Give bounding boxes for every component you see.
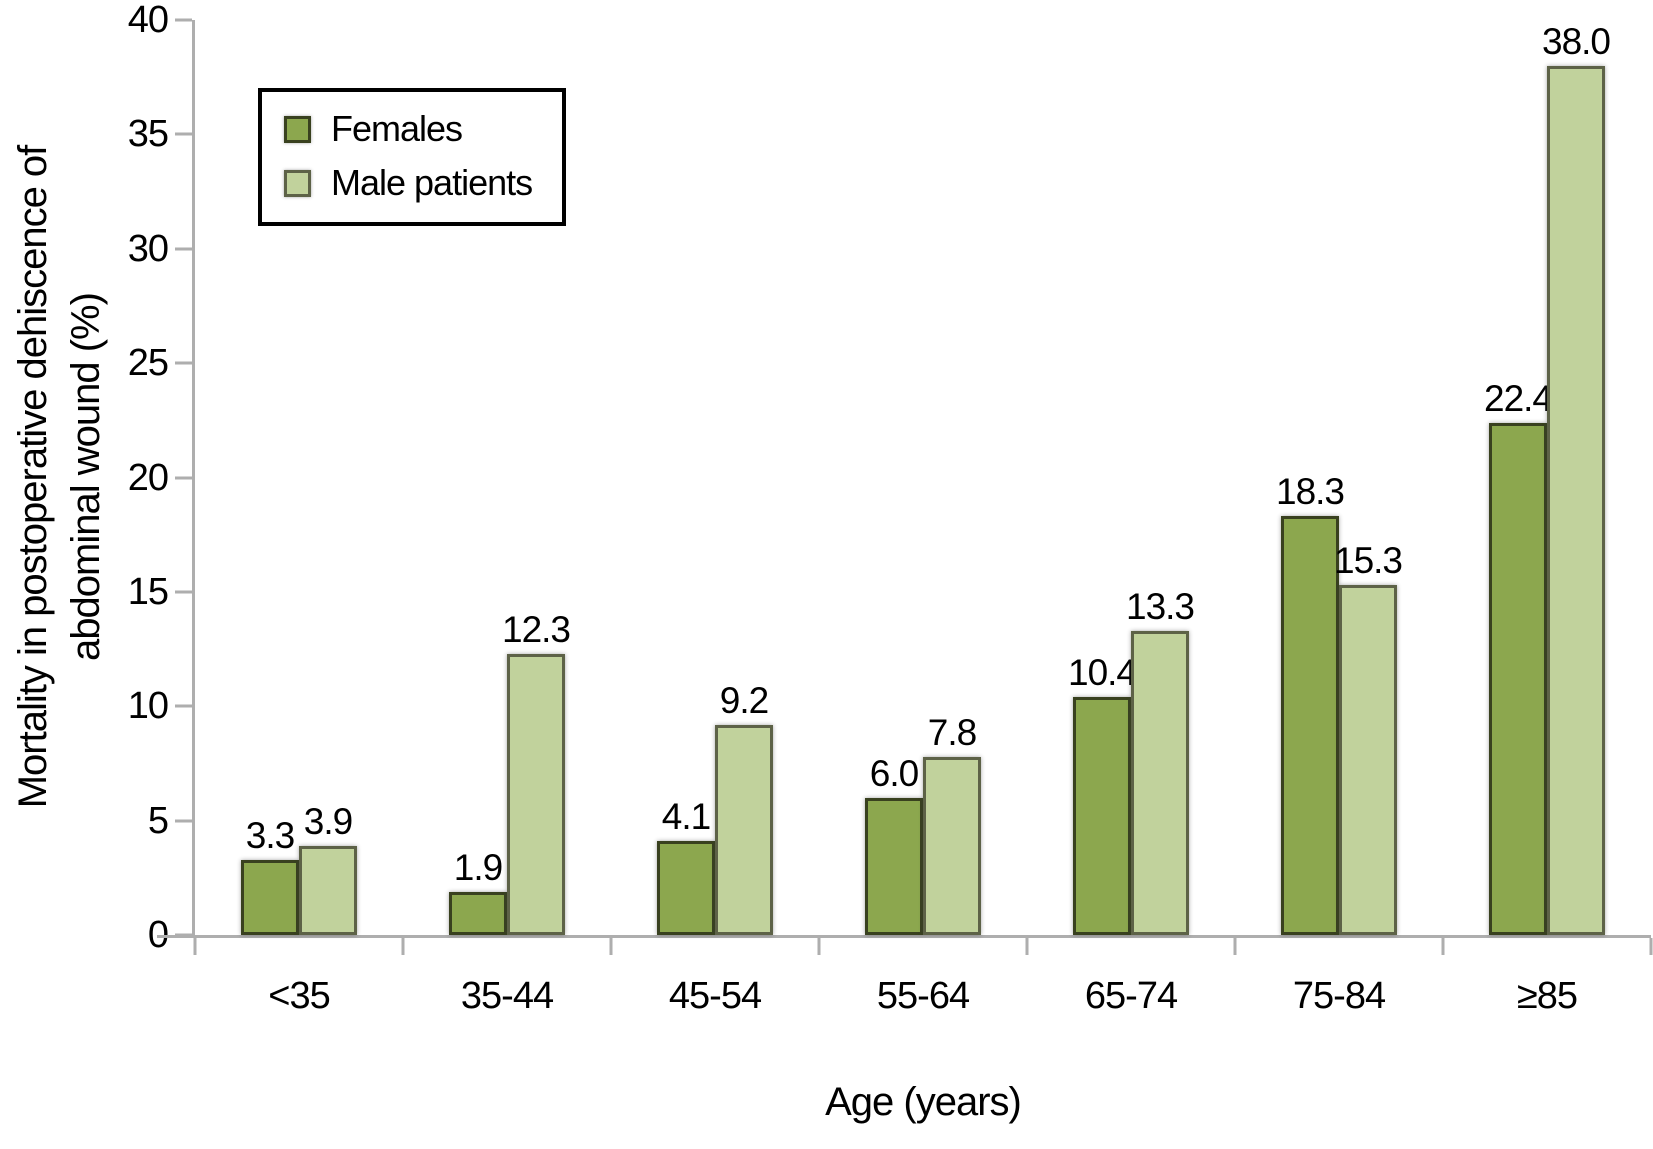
- bar-females: 18.3: [1276, 473, 1345, 935]
- y-tick-label: 35: [127, 113, 169, 156]
- legend-swatch-females: [284, 115, 311, 143]
- bar-value-label: 3.3: [245, 814, 295, 856]
- x-tick: [1649, 938, 1653, 955]
- bar-females: 1.9: [449, 849, 507, 935]
- x-tick-label: 75-84: [1292, 975, 1386, 1017]
- x-axis-title: Age (years): [825, 1080, 1022, 1124]
- bar-males: 7.8: [923, 714, 981, 935]
- bar-group: 6.0 7.8: [819, 20, 1027, 935]
- bar-females: 10.4: [1068, 654, 1137, 935]
- x-tick-label: 55-64: [876, 975, 970, 1017]
- bar-value-label: 22.4: [1483, 377, 1553, 419]
- bar-value-label: 6.0: [869, 752, 919, 794]
- bar-females: 4.1: [657, 798, 715, 935]
- y-tick: [175, 590, 192, 594]
- x-tick: [1441, 938, 1445, 955]
- y-tick-label: 20: [127, 456, 169, 499]
- x-tick-label: 65-74: [1084, 975, 1178, 1017]
- y-tick-label: 30: [127, 227, 169, 270]
- y-tick: [175, 704, 192, 708]
- bar-value-label: 7.8: [927, 711, 977, 753]
- x-tick: [401, 938, 405, 955]
- y-tick: [175, 933, 192, 937]
- bar-males: 9.2: [715, 682, 773, 935]
- y-tick-label: 5: [147, 799, 169, 842]
- y-tick: [175, 819, 192, 823]
- bar-group: 4.1 9.2: [611, 20, 819, 935]
- bar-value-label: 4.1: [661, 796, 711, 838]
- bar-group: 1.9 12.3: [403, 20, 611, 935]
- x-tick-label: ≥85: [1516, 975, 1578, 1017]
- legend-swatch-males: [284, 169, 311, 197]
- y-tick: [175, 247, 192, 251]
- bar-males: 38.0: [1542, 23, 1611, 935]
- legend-label-females: Females: [331, 108, 463, 149]
- x-tick: [1233, 938, 1237, 955]
- bar-group: 10.4 13.3: [1027, 20, 1235, 935]
- y-tick-label: 0: [0, 916, 169, 954]
- bar-males: 3.9: [299, 803, 357, 935]
- bar-group: 22.4 38.0: [1443, 20, 1651, 935]
- bar-males: 12.3: [502, 611, 571, 935]
- legend: Females Male patients: [258, 88, 567, 226]
- bar-value-label: 12.3: [501, 608, 571, 650]
- y-tick-label: 25: [127, 342, 169, 385]
- bar-females: 3.3: [241, 817, 299, 935]
- plot-area: 3.3 3.9 1.9 12.3 4.1 9.2 6.0 7.8 10.4 13.3 18.3 15.…: [157, 18, 1653, 955]
- legend-row-females: Females: [284, 110, 532, 148]
- bar-value-label: 13.3: [1125, 585, 1195, 627]
- x-tick-label: 45-54: [668, 975, 762, 1017]
- y-tick-label: 15: [127, 570, 169, 613]
- bar-group: 3.3 3.9: [195, 20, 403, 935]
- bar-value-label: 9.2: [719, 679, 769, 721]
- bar-group: 18.3 15.3: [1235, 20, 1443, 935]
- bar-value-label: 15.3: [1333, 540, 1403, 582]
- x-tick: [1025, 938, 1029, 955]
- bar-value-label: 1.9: [453, 846, 503, 888]
- bar-females: 6.0: [865, 755, 923, 935]
- bar-males: 13.3: [1126, 588, 1195, 935]
- bar-males: 15.3: [1334, 542, 1403, 935]
- y-axis-tick-labels: 0 5 10 15 20 25 30 35 40: [0, 1, 169, 954]
- x-tick-label: 35-44: [460, 975, 554, 1017]
- x-tick-label: <35: [268, 975, 330, 1017]
- y-tick-label: 40: [127, 0, 169, 41]
- y-tick: [175, 18, 192, 22]
- x-tick: [609, 938, 613, 955]
- legend-row-males: Male patients: [284, 162, 533, 203]
- x-tick: [817, 938, 821, 955]
- bar-value-label: 38.0: [1541, 20, 1611, 62]
- y-axis-line: [192, 20, 195, 935]
- bar-value-label: 18.3: [1275, 471, 1345, 513]
- bars-container: 3.3 3.9 1.9 12.3 4.1 9.2 6.0 7.8 10.4 13.3 18.3 15.…: [195, 20, 1651, 935]
- x-axis-tick-labels: <35 35-44 45-54 55-64 65-74 75-84 ≥85: [195, 975, 1651, 1017]
- x-tick: [193, 938, 197, 955]
- y-tick-label: 10: [127, 685, 169, 728]
- bar-value-label: 10.4: [1067, 652, 1137, 694]
- bar-females: 22.4: [1484, 380, 1553, 935]
- y-tick: [175, 361, 192, 365]
- bar-value-label: 3.9: [303, 800, 353, 842]
- x-axis-line: [157, 935, 1651, 938]
- y-tick: [175, 476, 192, 479]
- y-tick: [175, 132, 192, 136]
- legend-label-males: Male patients: [331, 162, 533, 203]
